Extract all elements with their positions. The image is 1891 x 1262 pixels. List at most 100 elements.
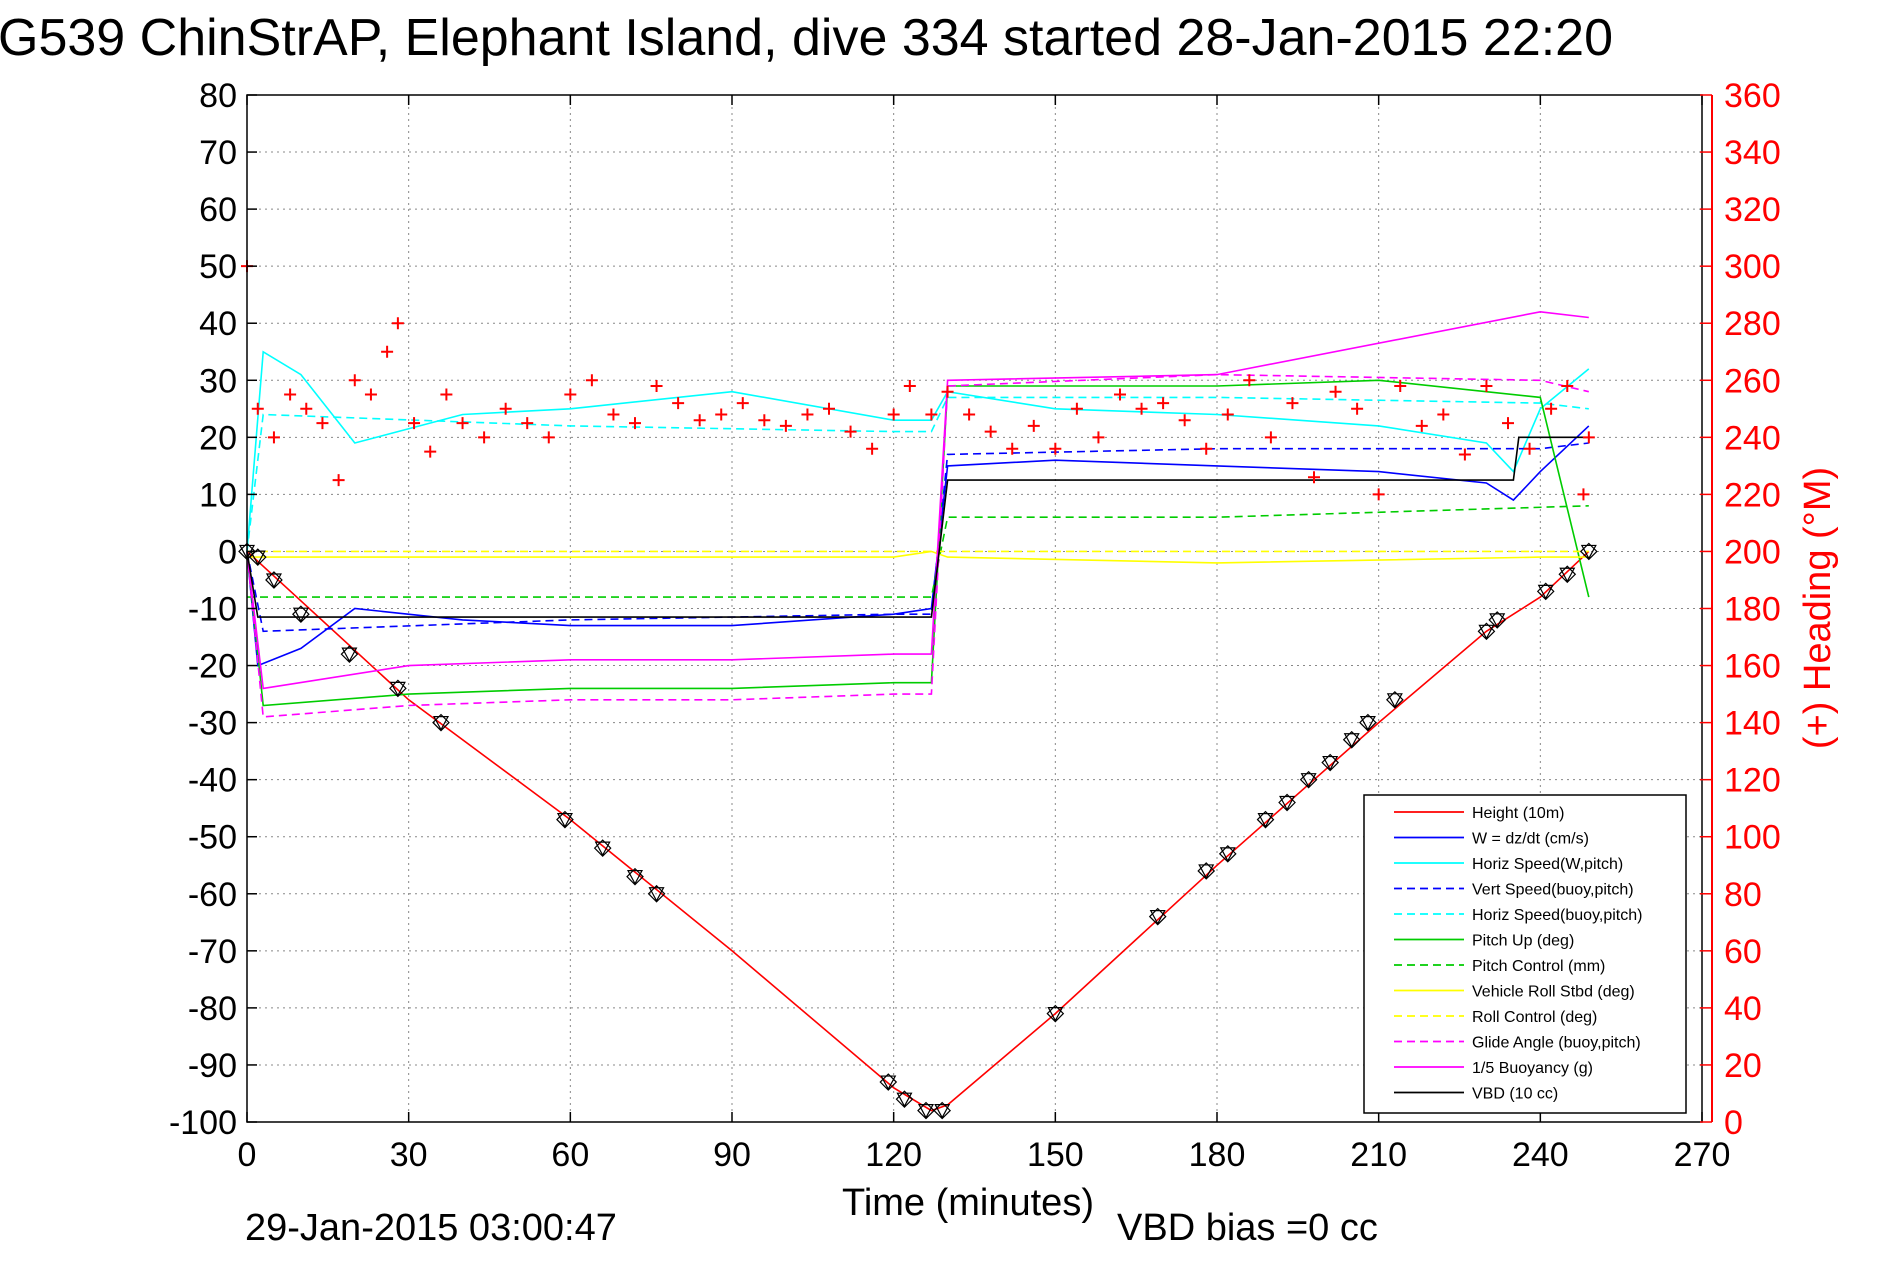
heading-point [844, 425, 857, 438]
heading-point [1329, 385, 1342, 398]
height-marker [340, 645, 359, 663]
y2-tick-label: 200 [1724, 533, 1781, 571]
heading-point [903, 379, 916, 392]
y2-tick-label: 240 [1724, 419, 1781, 457]
x-tick-label: 120 [865, 1136, 922, 1174]
heading-point [1480, 379, 1493, 392]
y2-tick-label: 60 [1724, 933, 1762, 971]
y2-tick-label: 20 [1724, 1047, 1762, 1085]
heading-point [715, 408, 728, 421]
series-line-11 [246, 436, 1589, 618]
heading-point [1200, 442, 1213, 455]
y-tick-label: -100 [169, 1104, 237, 1142]
heading-point [693, 414, 706, 427]
heading-point [267, 431, 280, 444]
heading-point [1221, 408, 1234, 421]
footer-vbd-bias: VBD bias =0 cc [1117, 1207, 1378, 1249]
heading-point [1308, 471, 1320, 484]
height-marker [1046, 1004, 1065, 1023]
y2-tick-label: 280 [1724, 305, 1781, 343]
right-axis-label: (+) Heading (°M) [1797, 467, 1839, 749]
legend-entry-label: VBD (10 cc) [1472, 1086, 1558, 1103]
height-marker [1359, 713, 1377, 732]
y-tick-label: -40 [188, 762, 237, 800]
heading-point [521, 417, 534, 430]
heading-point [887, 408, 900, 421]
height-marker [1477, 622, 1496, 641]
height-markers [238, 542, 1598, 1120]
heading-point [300, 402, 313, 415]
heading-point [650, 379, 663, 392]
chart-title: G539 ChinStrAP, Elephant Island, dive 33… [0, 9, 1613, 67]
y2-tick-label: 300 [1724, 248, 1781, 286]
heading-point [1027, 419, 1040, 432]
heading-point [316, 417, 329, 430]
legend-entry-label: Vert Speed(buoy,pitch) [1472, 882, 1634, 899]
height-marker [556, 810, 574, 829]
height-marker [626, 867, 644, 886]
heading-point [499, 402, 512, 415]
heading-point [1157, 397, 1170, 410]
y-tick-label: 40 [199, 305, 237, 343]
y-tick-label: -50 [188, 819, 237, 857]
height-marker [647, 884, 666, 903]
heading-point [1415, 419, 1428, 432]
series-lines [246, 310, 1590, 1112]
series-line-4 [246, 396, 1589, 552]
heading-point [1243, 374, 1256, 387]
y-tick-label: -80 [188, 990, 237, 1028]
y2-tick-label: 320 [1724, 191, 1781, 229]
heading-point [1523, 442, 1536, 455]
height-marker [933, 1101, 952, 1120]
y-tick-label: 30 [199, 362, 237, 400]
legend-entry-label: Horiz Speed(buoy,pitch) [1472, 907, 1642, 924]
height-marker [1148, 907, 1167, 926]
y-tick-label: -30 [188, 705, 237, 743]
legend-entry-label: Pitch Control (mm) [1472, 958, 1605, 975]
heading-point [1264, 431, 1277, 444]
legend-entry-label: Vehicle Roll Stbd (deg) [1472, 984, 1635, 1001]
y2-tick-label: 40 [1724, 990, 1762, 1028]
y2-tick-label: 360 [1724, 77, 1781, 115]
series-line-3 [246, 442, 1589, 633]
heading-point [478, 431, 491, 444]
heading-point [1286, 397, 1299, 410]
height-marker [1218, 844, 1237, 863]
heading-point [941, 385, 954, 398]
heading-point [1070, 402, 1083, 415]
height-marker [1197, 862, 1216, 880]
heading-point [564, 388, 577, 401]
height-marker [265, 571, 283, 589]
heading-point [585, 374, 598, 387]
y-tick-label: 60 [199, 191, 237, 229]
x-axis-label: Time (minutes) [842, 1182, 1094, 1224]
heading-point [1437, 408, 1450, 421]
heading-point [1577, 488, 1590, 501]
heading-point [1458, 448, 1471, 461]
legend-entry-label: Glide Angle (buoy,pitch) [1472, 1035, 1641, 1052]
heading-point [736, 397, 749, 410]
footer-timestamp: 29-Jan-2015 03:00:47 [245, 1207, 617, 1249]
y2-tick-label: 180 [1724, 591, 1781, 629]
y2-tick-label: 260 [1724, 362, 1781, 400]
legend-entry-label: Height (10m) [1472, 805, 1564, 822]
heading-point [381, 345, 394, 358]
legend: Height (10m) W = dz/dt (cm/s) Horiz Speed(… [1363, 794, 1687, 1114]
heading-point [1502, 417, 1514, 430]
x-tick-label: 60 [551, 1136, 589, 1174]
heading-point [758, 414, 771, 427]
heading-point [456, 417, 469, 430]
y-tick-label: 80 [199, 77, 237, 115]
heading-point [391, 317, 404, 330]
heading-point [284, 388, 297, 401]
heading-point [332, 474, 345, 487]
y-tick-label: 10 [199, 476, 237, 514]
y2-tick-label: 120 [1724, 762, 1781, 800]
height-marker [879, 1073, 898, 1091]
y-tick-label: -90 [188, 1047, 237, 1085]
x-tick-label: 0 [238, 1136, 257, 1174]
y-tick-label: 70 [199, 134, 237, 172]
y2-tick-label: 160 [1724, 648, 1781, 686]
y-tick-label: 50 [199, 248, 237, 286]
